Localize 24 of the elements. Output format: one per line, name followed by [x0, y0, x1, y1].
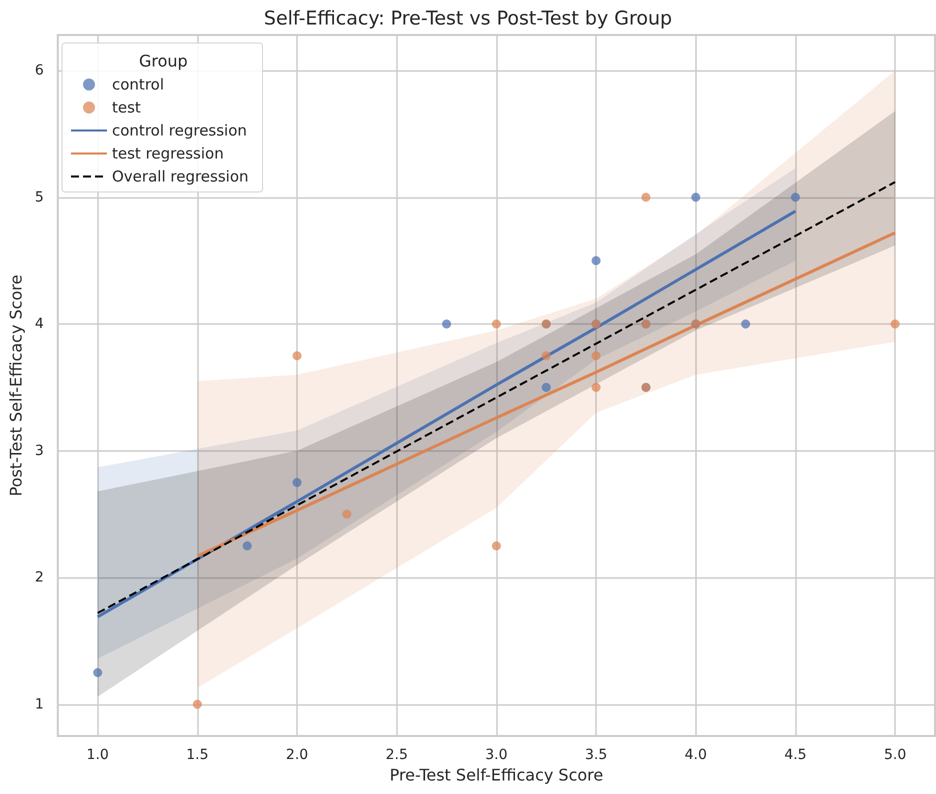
legend-label: control regression: [112, 122, 247, 140]
y-tick-label: 5: [34, 189, 44, 206]
legend-label: Overall regression: [112, 168, 249, 186]
x-tick-label: 2.0: [286, 747, 308, 763]
legend-label: test regression: [112, 144, 224, 162]
x-tick-label: 2.5: [386, 747, 408, 763]
legend-title: Group: [139, 52, 188, 70]
y-tick-label: 6: [34, 62, 44, 78]
legend-label: control: [112, 76, 164, 94]
x-tick-label: 4.5: [784, 747, 807, 763]
x-tick-label: 3.0: [485, 747, 508, 763]
y-tick-label: 1: [34, 696, 44, 712]
x-tick-label: 5.0: [884, 747, 906, 763]
y-tick-label: 4: [34, 316, 44, 332]
x-tick-label: 1.5: [186, 747, 208, 763]
x-tick-label: 3.5: [584, 747, 608, 763]
x-axis-title: Pre-Test Self-Efficacy Score: [390, 765, 604, 784]
x-tick-label: 1.0: [86, 747, 109, 763]
y-axis-title: Post-Test Self-Efficacy Score: [6, 274, 26, 496]
y-tick-label: 2: [34, 570, 44, 586]
chart-title: Self-Efficacy: Pre-Test vs Post-Test by Group: [264, 8, 672, 30]
y-tick-label: 3: [34, 442, 44, 459]
legend-label: test: [112, 98, 141, 116]
x-tick-label: 4.0: [684, 747, 707, 763]
